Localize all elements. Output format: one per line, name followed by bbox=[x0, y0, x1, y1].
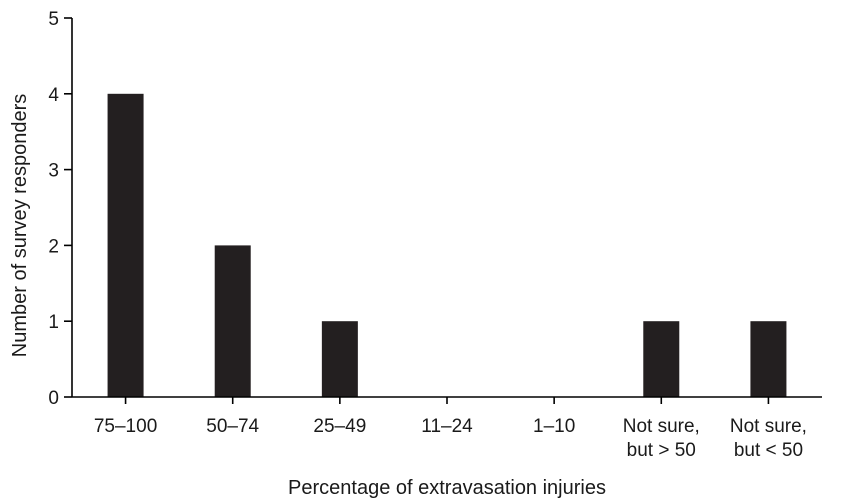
bar bbox=[214, 245, 251, 397]
x-tick-label: 50–74 bbox=[206, 416, 259, 437]
x-axis-ticks: 75–100 50–74 25–49 11–24 1–10 Not sure, but > … bbox=[94, 397, 807, 461]
x-tick-label: 25–49 bbox=[313, 416, 366, 437]
bar bbox=[750, 321, 787, 397]
x-tick-label: 75–100 bbox=[94, 416, 157, 437]
y-tick-label: 3 bbox=[48, 161, 59, 182]
bars-group bbox=[107, 93, 787, 398]
y-axis-ticks: 0 1 2 3 4 5 bbox=[48, 9, 72, 409]
x-tick-label: Not sure, bbox=[623, 416, 700, 437]
x-tick-label: 1–10 bbox=[533, 416, 575, 437]
y-tick-label: 4 bbox=[48, 85, 59, 106]
y-tick-label: 2 bbox=[48, 236, 59, 257]
x-tick-label: but > 50 bbox=[627, 440, 696, 461]
x-tick-label: 11–24 bbox=[421, 416, 473, 437]
bar bbox=[643, 321, 680, 397]
x-tick-label: Not sure, bbox=[730, 416, 807, 437]
x-tick-label: but < 50 bbox=[734, 440, 803, 461]
y-axis-title: Number of survey responders bbox=[9, 94, 31, 357]
bar bbox=[321, 321, 358, 397]
y-tick-label: 0 bbox=[48, 388, 59, 409]
y-tick-label: 1 bbox=[48, 312, 59, 333]
y-tick-label: 5 bbox=[48, 9, 59, 30]
x-axis-title: Percentage of extravasation injuries bbox=[288, 477, 606, 499]
bar bbox=[107, 93, 144, 398]
